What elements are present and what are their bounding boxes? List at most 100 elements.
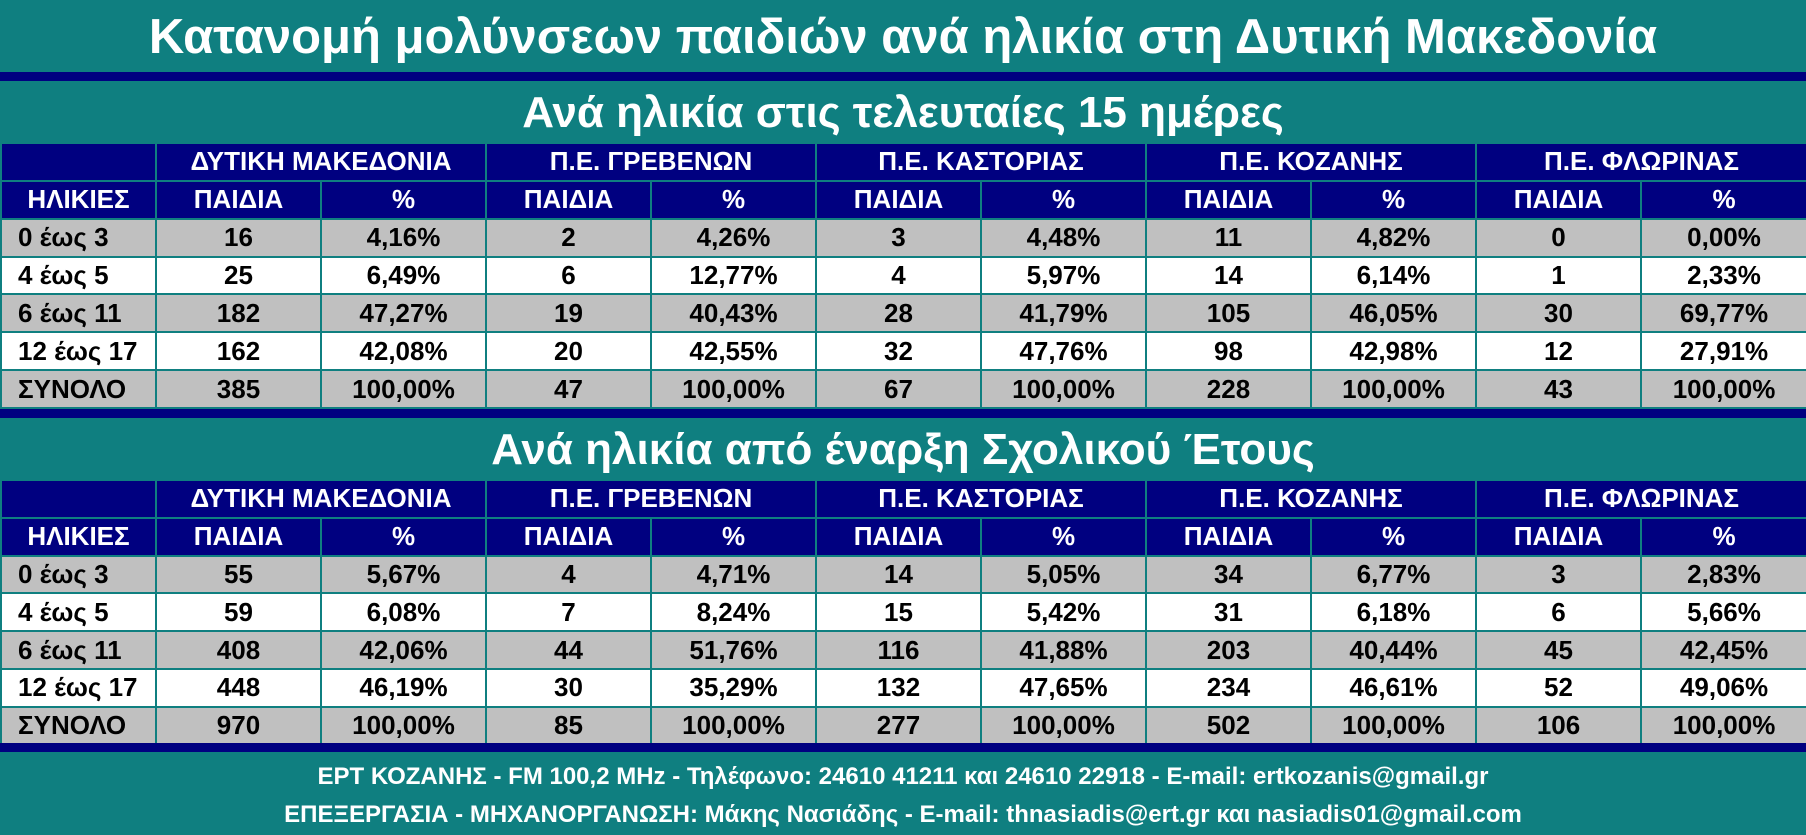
children-count-cell: 43 — [1475, 369, 1643, 409]
percent-cell: 6,49% — [320, 255, 487, 296]
table-row: 0 έως 3 16 4,16% 2 4,26% 3 4,48% 11 4,82% 0 0,00% — [0, 217, 1806, 258]
divider-bar — [0, 743, 1806, 752]
region-header: ΔΥΤΙΚΗ ΜΑΚΕΔΟΝΙΑ — [155, 142, 487, 182]
percent-cell: 100,00% — [320, 369, 487, 409]
header-blank-cell — [0, 479, 157, 519]
percent-cell: 4,82% — [1309, 217, 1478, 258]
region-header: Π.Ε. ΚΑΣΤΟΡΙΑΣ — [815, 479, 1147, 519]
percent-cell: 4,16% — [320, 217, 487, 258]
percent-cell: 47,65% — [980, 667, 1147, 708]
region-header: Π.Ε. ΦΛΩΡΙΝΑΣ — [1475, 479, 1806, 519]
percent-cell: 2,33% — [1640, 255, 1806, 296]
children-count-cell: 6 — [485, 255, 652, 296]
children-count-cell: 6 — [1475, 592, 1643, 633]
children-header: ΠΑΙΔΙΑ — [485, 516, 652, 557]
percent-header: % — [980, 179, 1147, 220]
children-count-cell: 32 — [815, 331, 982, 372]
age-group-cell: 4 έως 5 — [0, 592, 157, 633]
percent-cell: 6,14% — [1309, 255, 1478, 296]
percent-cell: 46,05% — [1309, 293, 1478, 334]
percent-cell: 47,27% — [320, 293, 487, 334]
table-school-year: ΔΥΤΙΚΗ ΜΑΚΕΔΟΝΙΑ Π.Ε. ΓΡΕΒΕΝΩΝ Π.Ε. ΚΑΣΤΟΡ… — [0, 479, 1806, 746]
table-row: 4 έως 5 25 6,49% 6 12,77% 4 5,97% 14 6,14% 1 2,33% — [0, 255, 1806, 296]
children-count-cell: 55 — [155, 554, 322, 595]
children-count-cell: 30 — [485, 667, 652, 708]
percent-cell: 100,00% — [650, 369, 817, 409]
age-group-cell: 12 έως 17 — [0, 331, 157, 372]
percent-header: % — [650, 516, 817, 557]
children-count-cell: 28 — [815, 293, 982, 334]
age-group-cell: 0 έως 3 — [0, 554, 157, 595]
percent-header: % — [980, 516, 1147, 557]
children-count-cell: 162 — [155, 331, 322, 372]
percent-cell: 8,24% — [650, 592, 817, 633]
children-count-cell: 3 — [1475, 554, 1643, 595]
children-count-cell: 4 — [485, 554, 652, 595]
children-count-cell: 44 — [485, 630, 652, 670]
section-title-15-days: Ανά ηλικία στις τελευταίες 15 ημέρες — [0, 81, 1806, 142]
children-count-cell: 132 — [815, 667, 982, 708]
divider-bar — [0, 72, 1806, 81]
percent-cell: 46,61% — [1309, 667, 1478, 708]
children-count-cell: 116 — [815, 630, 982, 670]
children-count-cell: 59 — [155, 592, 322, 633]
percent-cell: 42,55% — [650, 331, 817, 372]
children-count-cell: 14 — [1145, 255, 1312, 296]
children-count-cell: 0 — [1475, 217, 1643, 258]
children-count-cell: 1 — [1475, 255, 1643, 296]
percent-cell: 40,43% — [650, 293, 817, 334]
table-row: 0 έως 3 55 5,67% 4 4,71% 14 5,05% 34 6,77% 3 2,83% — [0, 554, 1806, 595]
percent-cell: 12,77% — [650, 255, 817, 296]
footer-credits-line: ΕΠΕΞΕΡΓΑΣΙΑ - ΜΗΧΑΝΟΡΓΑΝΩΣΗ: Μάκης Νασιά… — [284, 801, 1522, 828]
children-count-cell: 19 — [485, 293, 652, 334]
table-row: 12 έως 17 162 42,08% 20 42,55% 32 47,76% 98 42,9… — [0, 331, 1806, 372]
children-count-cell: 20 — [485, 331, 652, 372]
column-header-row: ΗΛΙΚΙΕΣ ΠΑΙΔΙΑ% ΠΑΙΔΙΑ% ΠΑΙΔΙΑ% ΠΑΙΔΙΑ% ΠΑΙΔΙ… — [0, 516, 1806, 557]
table-row: 12 έως 17 448 46,19% 30 35,29% 132 47,65% 234 46… — [0, 667, 1806, 708]
header-blank-cell — [0, 142, 157, 182]
children-header: ΠΑΙΔΙΑ — [485, 179, 652, 220]
percent-cell: 35,29% — [650, 667, 817, 708]
total-row: ΣΥΝΟΛΟ 970 100,00% 85 100,00% 277 100,00% 502 10… — [0, 705, 1806, 746]
children-count-cell: 14 — [815, 554, 982, 595]
section-title-school-year: Ανά ηλικία από έναρξη Σχολικού Έτους — [0, 418, 1806, 479]
table-row: 4 έως 5 59 6,08% 7 8,24% 15 5,42% 31 6,18% 6 5,66% — [0, 592, 1806, 633]
children-header: ΠΑΙΔΙΑ — [1145, 516, 1312, 557]
children-count-cell: 970 — [155, 705, 322, 746]
children-count-cell: 45 — [1475, 630, 1643, 670]
percent-cell: 100,00% — [320, 705, 487, 746]
region-header: Π.Ε. ΓΡΕΒΕΝΩΝ — [485, 142, 817, 182]
percent-cell: 6,77% — [1309, 554, 1478, 595]
region-header: Π.Ε. ΚΟΖΑΝΗΣ — [1144, 142, 1478, 182]
percent-cell: 42,45% — [1640, 630, 1806, 670]
percent-cell: 49,06% — [1640, 667, 1806, 708]
region-header-row: ΔΥΤΙΚΗ ΜΑΚΕΔΟΝΙΑ Π.Ε. ΓΡΕΒΕΝΩΝ Π.Ε. ΚΑΣΤΟΡ… — [0, 142, 1806, 182]
percent-cell: 100,00% — [980, 705, 1147, 746]
children-count-cell: 85 — [485, 705, 652, 746]
percent-cell: 5,42% — [980, 592, 1147, 633]
percent-cell: 42,08% — [320, 331, 487, 372]
percent-cell: 41,79% — [980, 293, 1147, 334]
children-count-cell: 34 — [1145, 554, 1312, 595]
table-15-days: ΔΥΤΙΚΗ ΜΑΚΕΔΟΝΙΑ Π.Ε. ΓΡΕΒΕΝΩΝ Π.Ε. ΚΑΣΤΟΡ… — [0, 142, 1806, 409]
percent-header: % — [320, 179, 487, 220]
children-count-cell: 106 — [1475, 705, 1643, 746]
children-count-cell: 25 — [155, 255, 322, 296]
children-header: ΠΑΙΔΙΑ — [815, 179, 982, 220]
percent-header: % — [1309, 179, 1478, 220]
age-group-cell: 0 έως 3 — [0, 217, 157, 258]
children-count-cell: 2 — [485, 217, 652, 258]
children-count-cell: 105 — [1145, 293, 1312, 334]
region-header: Π.Ε. ΓΡΕΒΕΝΩΝ — [485, 479, 817, 519]
children-count-cell: 98 — [1145, 331, 1312, 372]
children-header: ΠΑΙΔΙΑ — [155, 516, 322, 557]
table-row: 6 έως 11 408 42,06% 44 51,76% 116 41,88% 203 40,… — [0, 630, 1806, 670]
children-count-cell: 228 — [1145, 369, 1312, 409]
percent-header: % — [1309, 516, 1478, 557]
age-group-cell: ΣΥΝΟΛΟ — [0, 369, 157, 409]
table-row: 6 έως 11 182 47,27% 19 40,43% 28 41,79% 105 46,0… — [0, 293, 1806, 334]
percent-cell: 2,83% — [1640, 554, 1806, 595]
percent-cell: 69,77% — [1640, 293, 1806, 334]
percent-cell: 5,67% — [320, 554, 487, 595]
